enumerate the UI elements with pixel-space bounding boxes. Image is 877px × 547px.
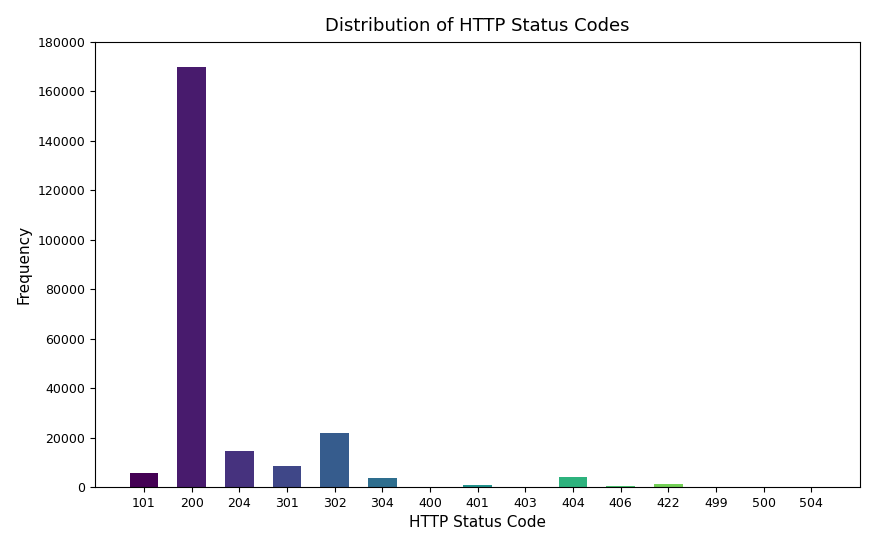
Bar — [130, 474, 158, 487]
X-axis label: HTTP Status Code: HTTP Status Code — [409, 515, 546, 531]
Bar — [368, 479, 396, 487]
Bar — [606, 486, 635, 487]
Bar — [654, 484, 682, 487]
Bar — [225, 451, 253, 487]
Bar — [273, 466, 301, 487]
Bar — [177, 67, 206, 487]
Bar — [463, 485, 492, 487]
Bar — [559, 476, 588, 487]
Y-axis label: Frequency: Frequency — [17, 225, 32, 304]
Bar — [320, 433, 349, 487]
Title: Distribution of HTTP Status Codes: Distribution of HTTP Status Codes — [325, 16, 630, 34]
